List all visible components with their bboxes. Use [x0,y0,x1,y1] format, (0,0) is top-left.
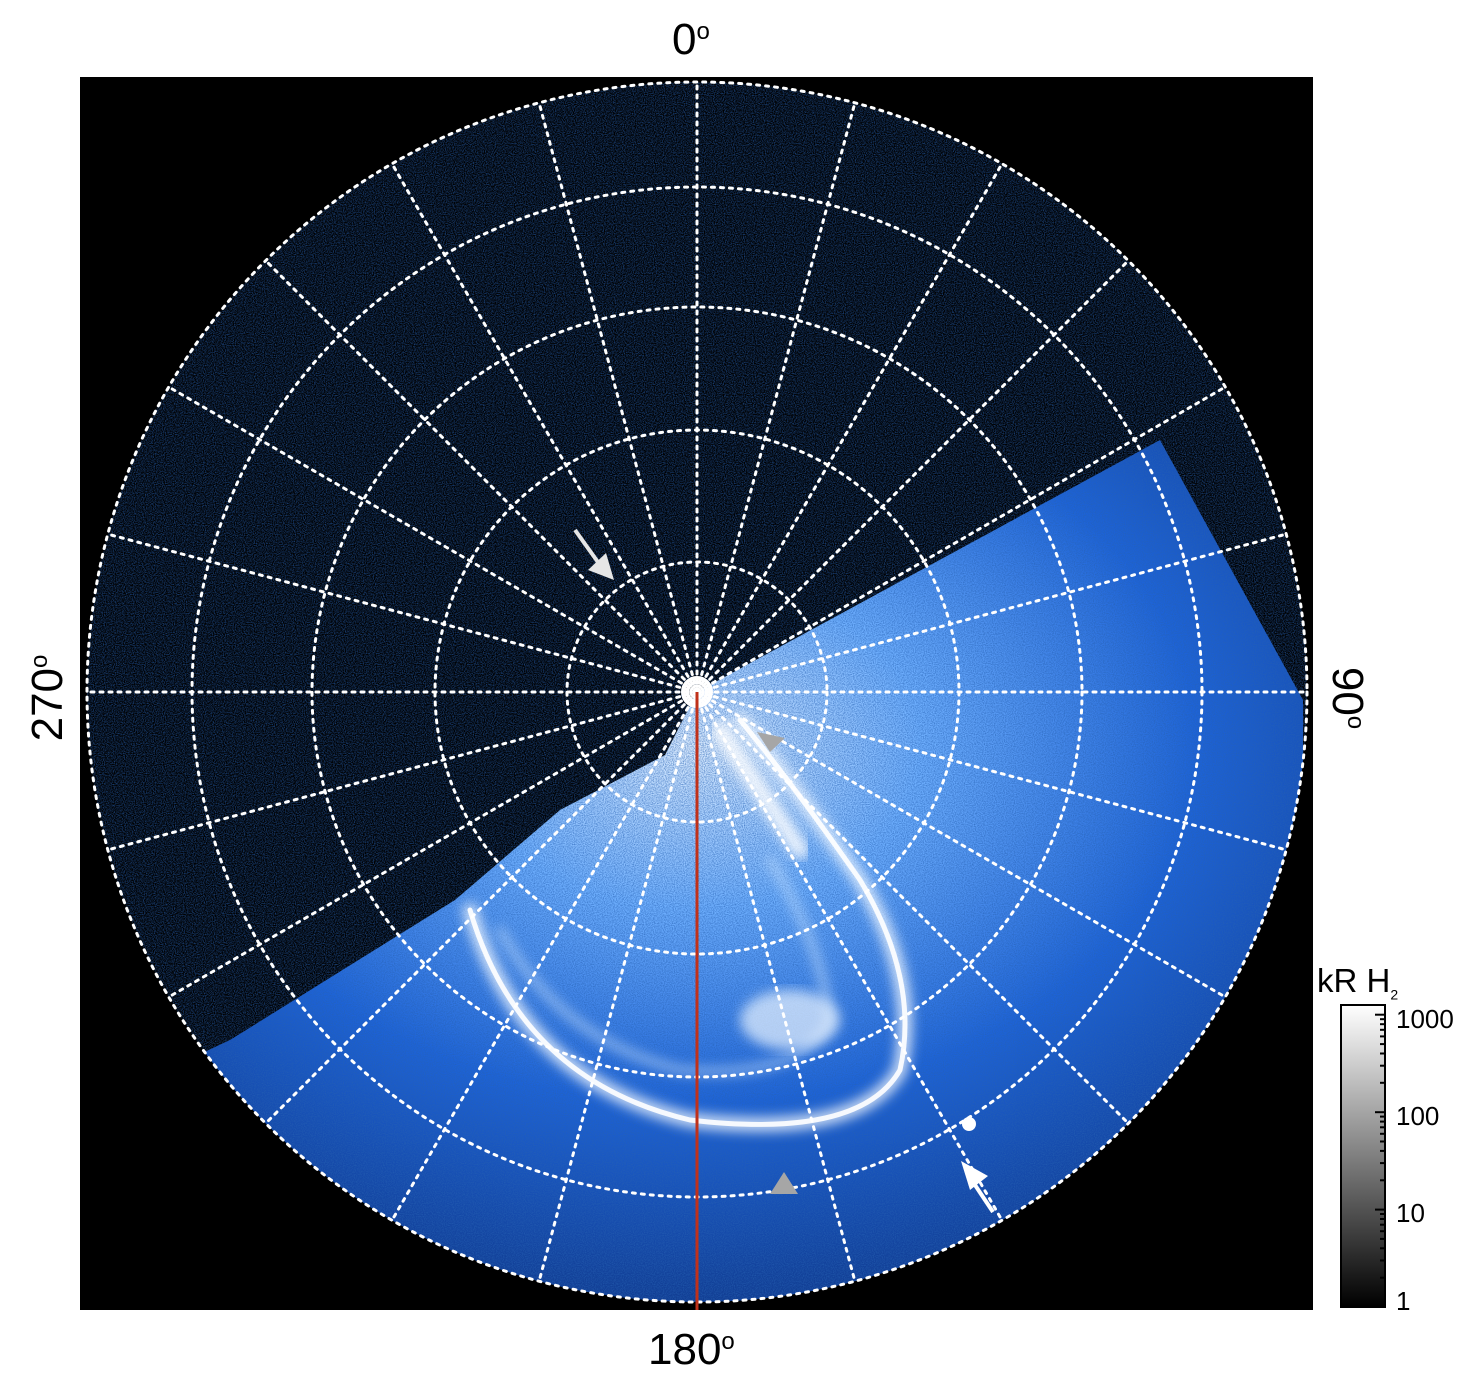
longitude-label-bottom: 180o [648,1325,735,1374]
longitude-line [537,101,699,694]
annotation-arrows [573,528,995,1214]
grey-triangle-upper [757,732,785,752]
longitude-line [695,259,1130,694]
longitude-line [264,690,699,1125]
longitude-line [106,532,699,694]
longitude-line [264,259,699,694]
white-arrow-lower-right [961,1161,995,1214]
longitude-line [695,690,1227,999]
colorbar-title: kR H2 [1317,962,1399,1003]
longitude-line [537,690,699,1283]
longitude-label-right: 90o [1323,666,1372,730]
colorbar-tick-100: 100 [1396,1101,1440,1131]
colorbar-tick-1: 1 [1396,1286,1411,1316]
longitude-line [106,690,699,852]
longitude-line [390,690,699,1222]
longitude-line [167,385,699,694]
colorbar [1340,1004,1386,1308]
longitude-line [695,162,1004,694]
longitude-line [695,385,1227,694]
longitude-label-left: 270o [23,654,72,742]
longitude-line [695,690,1004,1222]
longitude-line [695,690,1288,852]
longitude-line [695,690,1130,1125]
longitude-line [695,532,1288,694]
white-arrow-upper [573,528,614,580]
longitude-line [695,101,857,694]
colorbar-tick-1000: 1000 [1396,1004,1454,1034]
io-footprint-spot [962,1117,976,1131]
longitude-label-top: 0o [672,15,710,64]
longitude-line [167,690,699,999]
longitude-line [695,690,857,1283]
colorbar-gradient [1340,1004,1386,1308]
main-auroral-oval [463,713,912,1132]
colorbar-tick-10: 10 [1396,1198,1425,1228]
longitude-line [390,162,699,694]
grey-triangle-lower [770,1172,798,1194]
